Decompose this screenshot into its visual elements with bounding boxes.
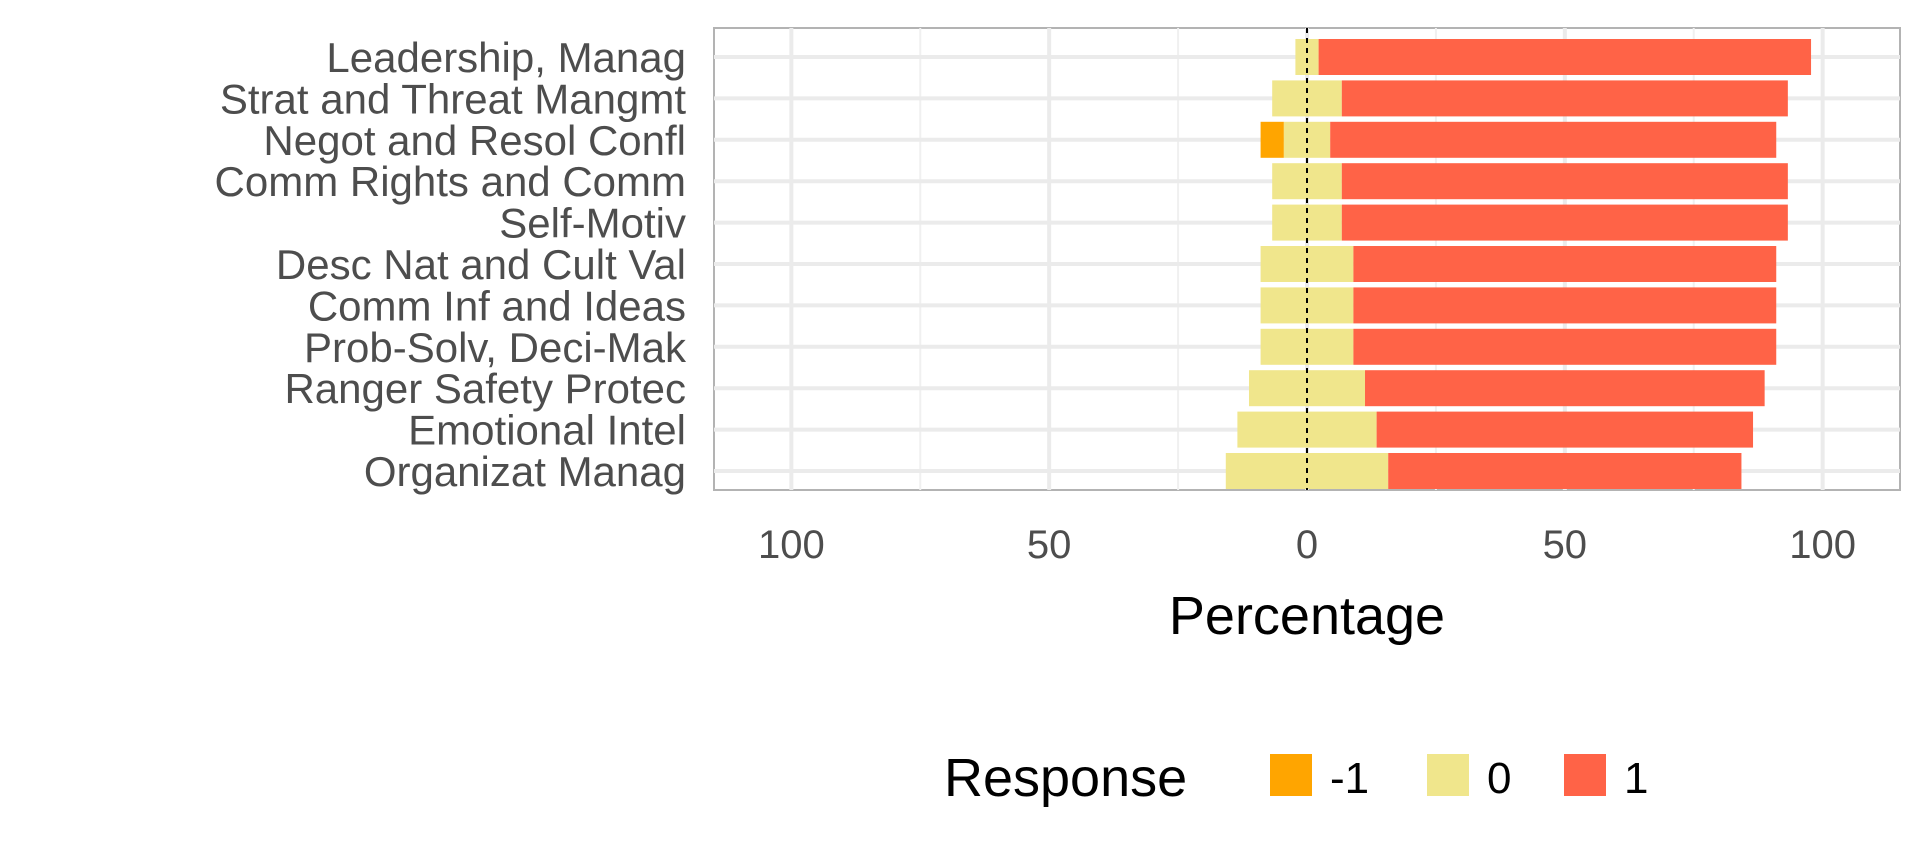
x-axis-title: Percentage (1169, 586, 1445, 646)
category-label: Negot and Resol Confl (263, 117, 686, 164)
legend: Response -1 0 1 (944, 748, 1648, 808)
x-tick-label: 0 (1296, 523, 1318, 567)
x-tick-label: 100 (758, 523, 825, 567)
bar-response-1 (1353, 246, 1777, 282)
x-tick-label: 50 (1543, 523, 1588, 567)
category-label: Desc Nat and Cult Val (276, 241, 686, 288)
bar-response-1 (1353, 287, 1777, 324)
bar-response-1 (1376, 411, 1754, 448)
category-label: Strat and Threat Mangmt (220, 75, 686, 122)
bar-response-1 (1318, 39, 1812, 75)
bar-response-1 (1341, 163, 1788, 200)
legend-items: -1 0 1 (1270, 754, 1648, 803)
bar-response-0 (1295, 39, 1319, 75)
category-label: Emotional Intel (408, 407, 686, 454)
bars (1225, 39, 1812, 489)
bar-response-1 (1353, 328, 1777, 365)
category-label: Self-Motiv (499, 200, 686, 247)
legend-title: Response (944, 748, 1187, 808)
legend-key-1 (1564, 754, 1606, 796)
legend-key-0 (1427, 754, 1469, 796)
category-label: Ranger Safety Protec (284, 365, 686, 412)
category-label: Organizat Manag (364, 448, 686, 495)
bar-response-minus1 (1260, 121, 1284, 158)
x-tick-label: 100 (1789, 523, 1856, 567)
category-label: Comm Rights and Comm (215, 158, 686, 205)
bar-response-1 (1341, 204, 1788, 241)
bar-response-0 (1260, 287, 1354, 324)
x-tick-label: 50 (1027, 523, 1072, 567)
bar-response-1 (1341, 80, 1788, 117)
x-tick-labels: 100 50 0 50 100 (758, 523, 1856, 567)
category-label: Prob-Solv, Deci-Mak (304, 324, 687, 371)
category-label: Leadership, Manag (326, 34, 686, 81)
bar-response-1 (1365, 370, 1765, 407)
bar-response-1 (1388, 453, 1742, 489)
category-label: Comm Inf and Ideas (308, 282, 686, 329)
legend-label: 0 (1487, 754, 1511, 803)
legend-label: -1 (1330, 754, 1369, 803)
legend-label: 1 (1624, 754, 1648, 803)
legend-key-minus1 (1270, 754, 1312, 796)
bar-response-1 (1330, 121, 1777, 158)
